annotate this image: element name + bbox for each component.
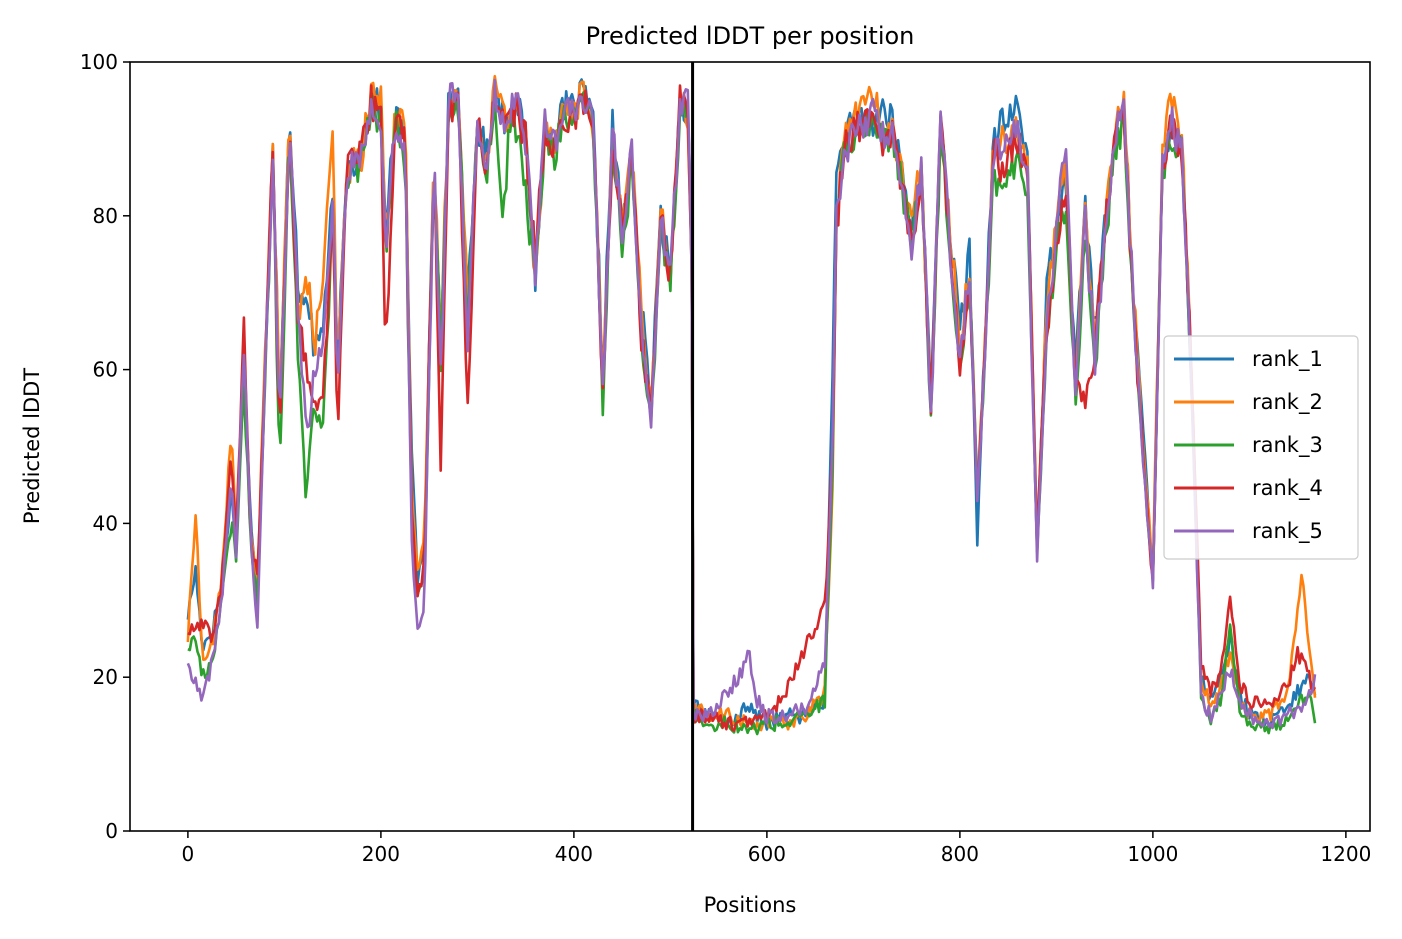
x-axis: 0 200 400 600 800 1000 1200 [182, 831, 1371, 866]
legend-label-rank_1: rank_1 [1252, 347, 1323, 372]
x-axis-label: Positions [704, 893, 797, 917]
legend-label-rank_2: rank_2 [1252, 390, 1323, 415]
y-tick-label: 80 [93, 204, 118, 228]
legend-label-rank_5: rank_5 [1252, 519, 1323, 544]
legend-label-rank_3: rank_3 [1252, 433, 1323, 458]
legend: rank_1 rank_2 rank_3 rank_4 rank_5 [1163, 335, 1359, 560]
y-tick-label: 100 [80, 50, 118, 74]
plot-frame [129, 61, 1371, 832]
legend-box [1163, 335, 1359, 560]
x-tick-label: 600 [748, 842, 786, 866]
x-tick-label: 200 [362, 842, 400, 866]
x-tick-label: 0 [182, 842, 195, 866]
x-tick-label: 1200 [1320, 842, 1371, 866]
x-tick-label: 1000 [1127, 842, 1178, 866]
chart-title: Predicted lDDT per position [586, 22, 915, 50]
y-axis-label: Predicted lDDT [20, 368, 44, 524]
series-line-rank_5 [186, 78, 1317, 730]
y-tick-label: 40 [93, 511, 118, 535]
x-tick-label: 800 [941, 842, 979, 866]
y-tick-label: 60 [93, 358, 118, 382]
y-axis: 0 20 40 60 80 100 [80, 50, 130, 843]
y-tick-label: 20 [93, 665, 118, 689]
x-tick-label: 400 [555, 842, 593, 866]
series-layer [186, 74, 1317, 736]
series-line-rank_3 [187, 91, 1317, 736]
legend-label-rank_4: rank_4 [1252, 476, 1323, 501]
y-tick-label: 0 [105, 819, 118, 843]
plot-area [186, 62, 1317, 831]
